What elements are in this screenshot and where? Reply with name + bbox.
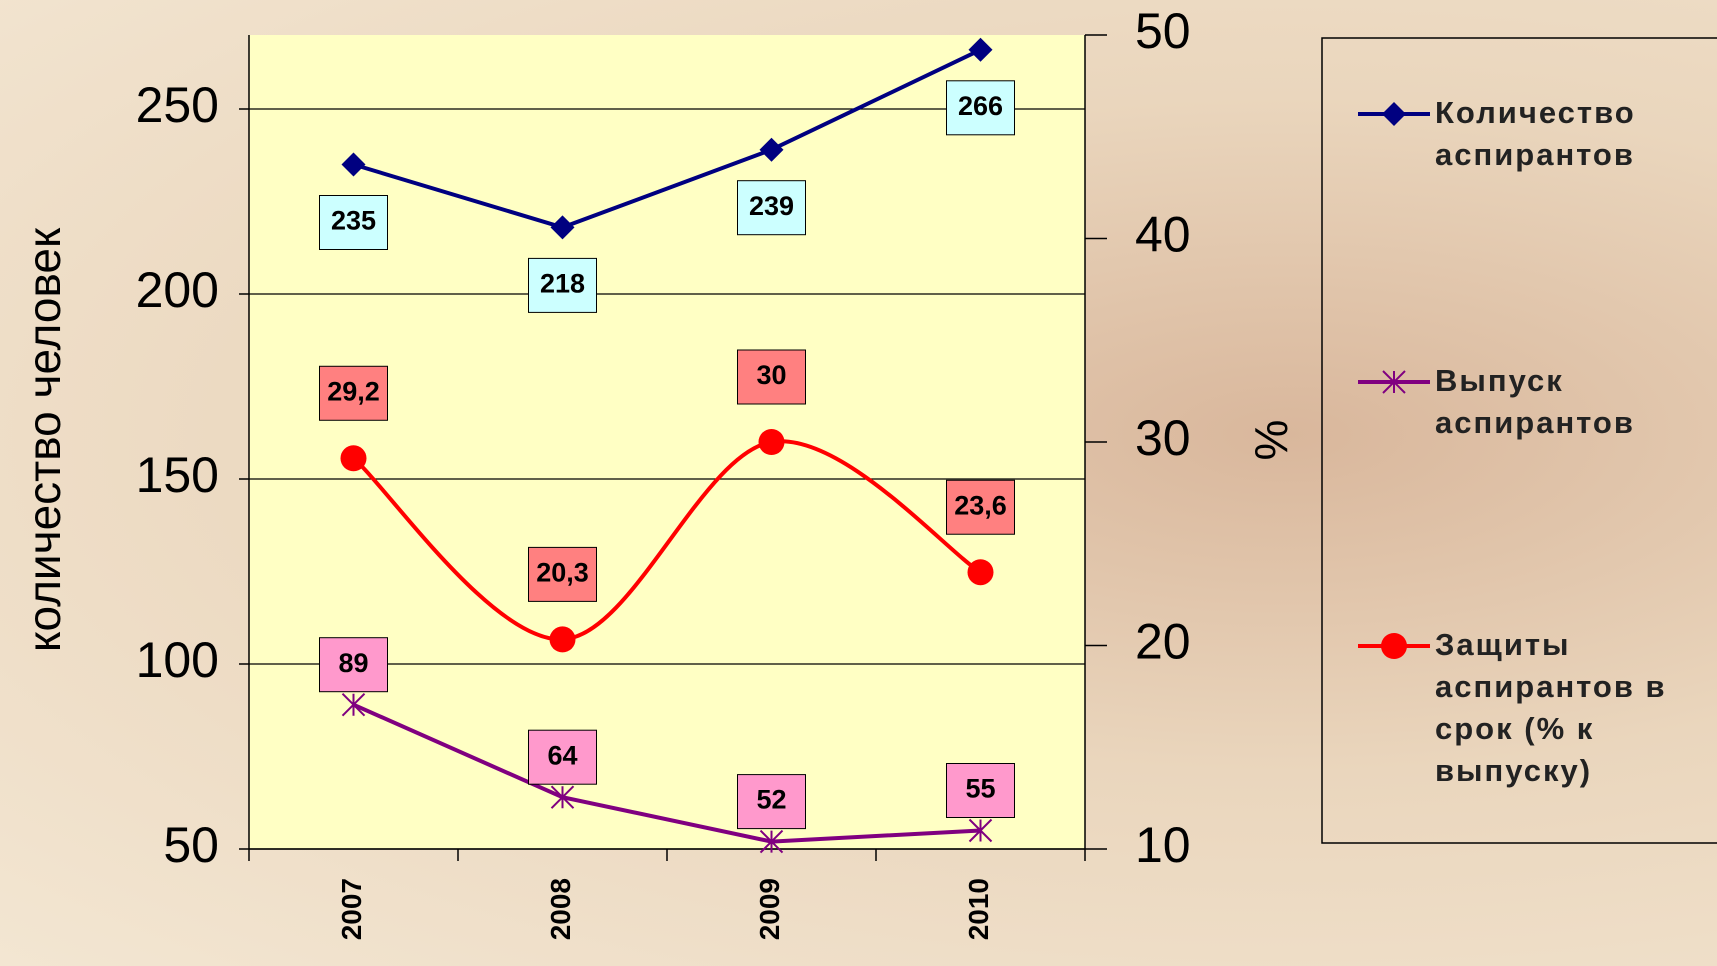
y2-axis-title: % (1245, 420, 1297, 461)
y2-tick-label: 40 (1135, 207, 1191, 263)
series-line (352, 439, 982, 642)
marker (340, 445, 367, 472)
marker (759, 137, 784, 162)
series-line (352, 47, 982, 230)
x-tick-label: 2007 (336, 878, 367, 940)
marker (1381, 633, 1407, 659)
data-label: 52 (756, 785, 786, 815)
data-label: 20,3 (536, 558, 589, 588)
data-label: 30 (756, 360, 786, 390)
marker (341, 152, 366, 177)
data-label-box (737, 349, 806, 405)
y-tick-label: 150 (136, 447, 219, 503)
marker (341, 692, 366, 717)
data-label-box (946, 763, 1015, 818)
y2-tick-label: 30 (1135, 410, 1191, 466)
data-label: 23,6 (954, 490, 1007, 520)
series-line (352, 702, 981, 844)
data-label: 266 (958, 91, 1003, 121)
y-axis-title: количество человек (18, 227, 70, 652)
data-label-box (528, 546, 597, 602)
data-label: 235 (331, 206, 376, 236)
y-tick-label: 250 (136, 77, 219, 133)
y2-tick-label: 10 (1135, 817, 1191, 873)
data-label-box (319, 637, 388, 693)
plot-area (249, 35, 1085, 849)
data-label-box (737, 774, 806, 830)
marker (759, 829, 784, 854)
data-label: 29,2 (327, 376, 380, 406)
data-label: 218 (540, 269, 585, 299)
data-label-box (319, 365, 388, 421)
marker (1382, 102, 1406, 126)
marker (550, 785, 575, 809)
marker (968, 37, 993, 62)
marker (968, 818, 993, 843)
marker (550, 215, 575, 240)
legend-label: Защиты аспирантов в срок (% к выпуску) (1435, 627, 1667, 788)
x-tick-label: 2010 (963, 878, 994, 940)
data-label-box (528, 257, 597, 313)
y-tick-label: 200 (136, 262, 219, 318)
legend-box (1321, 37, 1717, 844)
marker (549, 626, 576, 653)
y2-tick-label: 20 (1135, 614, 1191, 670)
data-label-box (946, 80, 1015, 136)
data-label-box (737, 180, 806, 236)
marker (1382, 370, 1406, 394)
data-label: 64 (547, 740, 577, 770)
legend-label: Выпуск аспирантов (1435, 363, 1635, 440)
data-label-box (946, 479, 1015, 535)
data-label-box (528, 729, 597, 785)
y2-tick-label: 50 (1135, 3, 1191, 59)
x-tick-label: 2008 (545, 878, 576, 940)
data-label-box (319, 195, 388, 250)
data-label: 55 (965, 774, 995, 804)
y-tick-label: 100 (136, 632, 219, 688)
marker (967, 559, 994, 586)
marker (758, 429, 785, 455)
data-label: 89 (338, 648, 368, 678)
x-tick-label: 2009 (754, 878, 785, 940)
data-label: 239 (749, 191, 794, 221)
y-tick-label: 50 (163, 817, 219, 873)
legend-label: Количество аспирантов (1435, 95, 1636, 172)
